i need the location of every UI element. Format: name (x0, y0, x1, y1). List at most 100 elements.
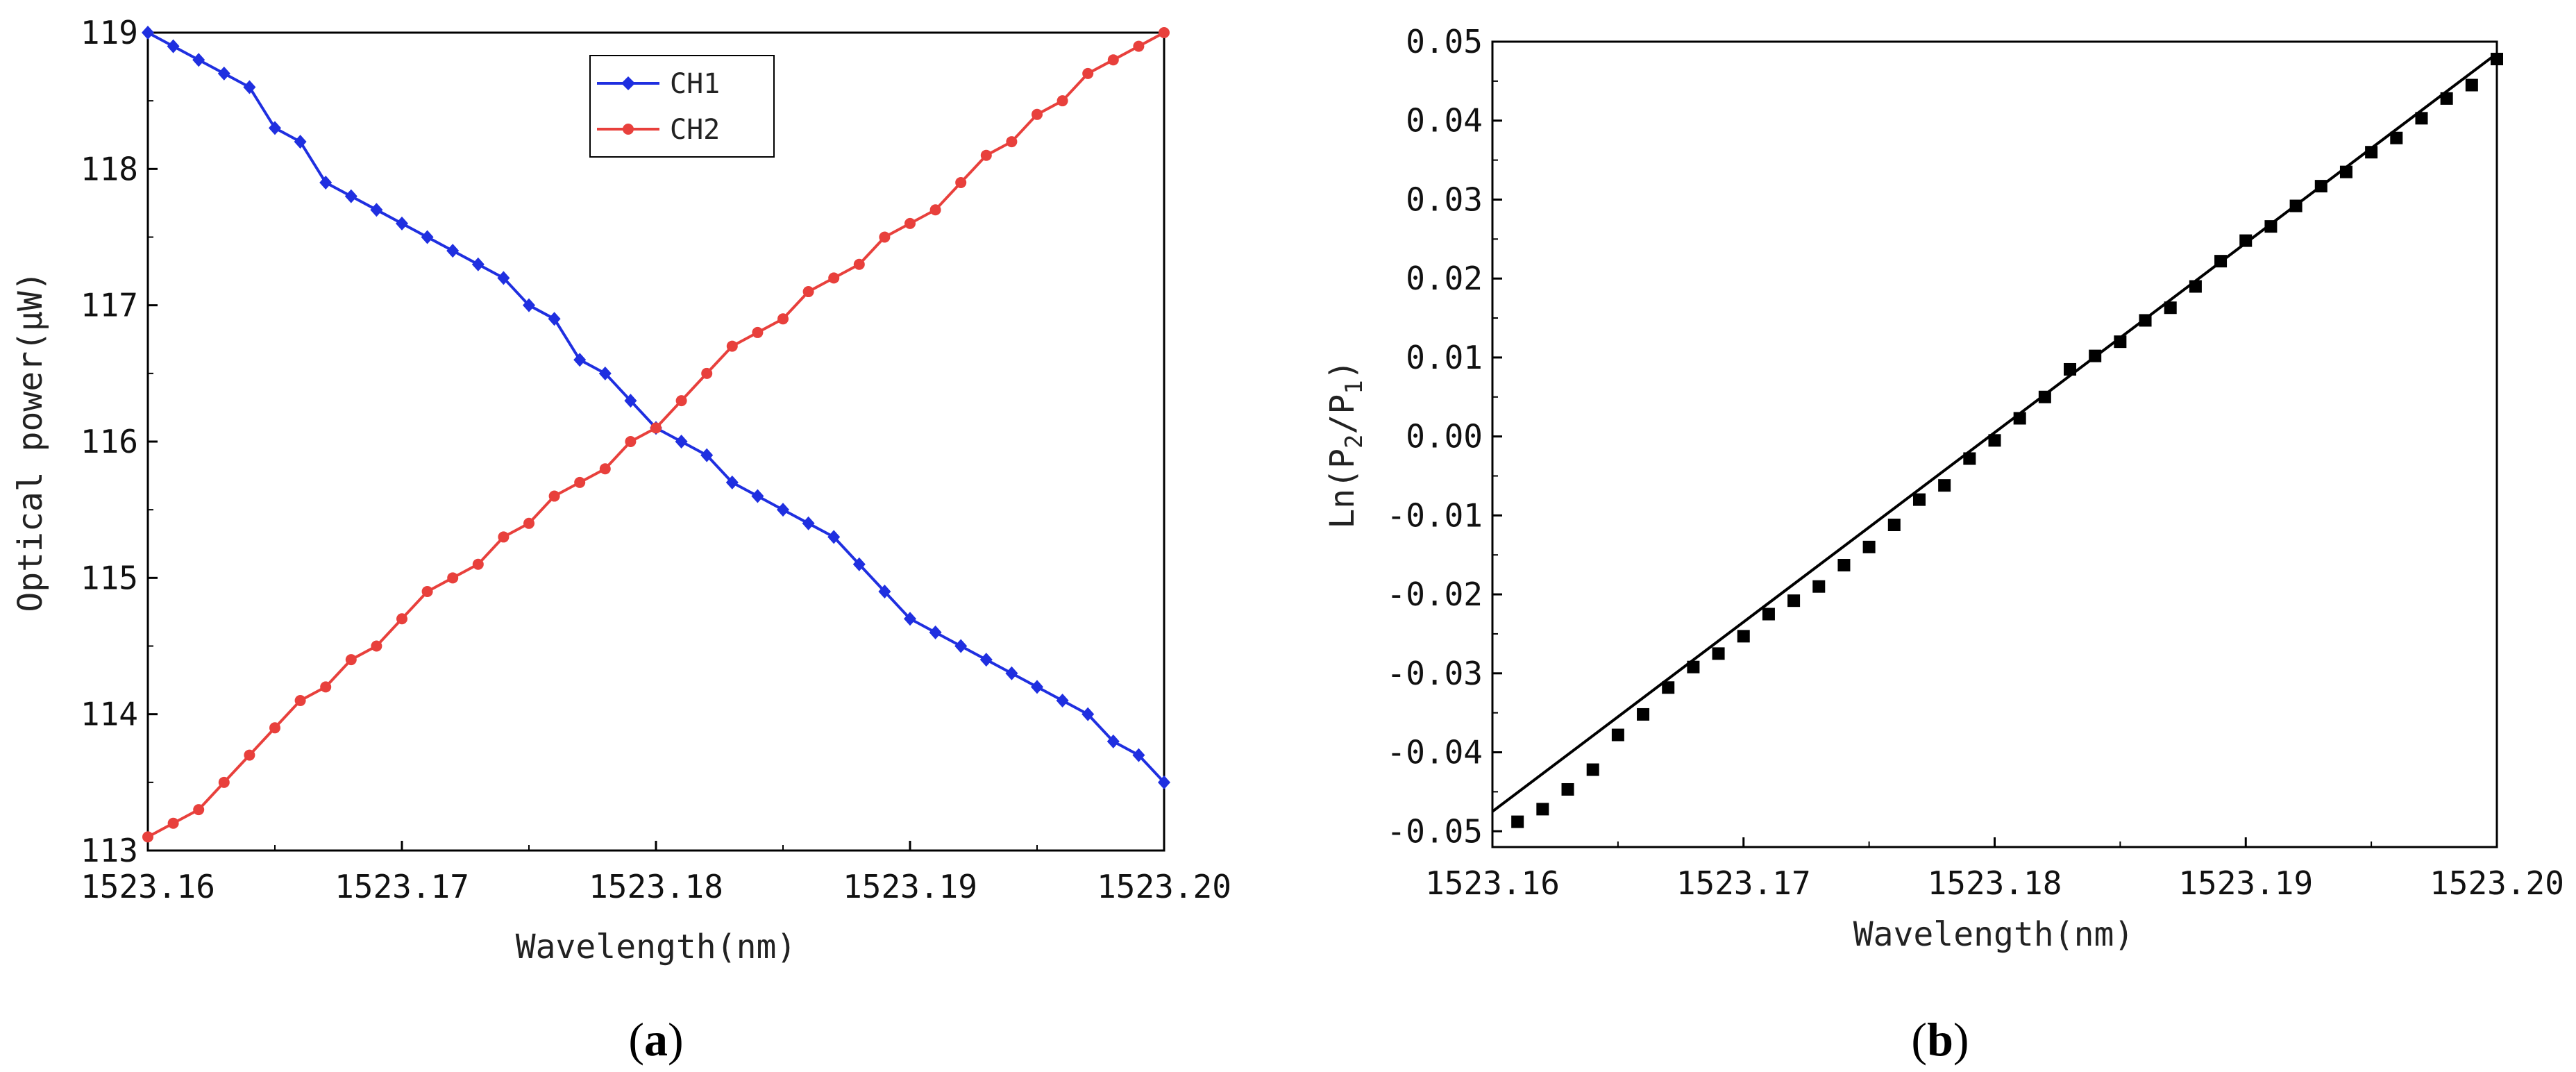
data-point-ch2 (599, 463, 611, 475)
data-point-ch1 (954, 639, 968, 653)
scatter-point (1862, 540, 1876, 553)
scatter-point (1787, 594, 1801, 608)
scatter-point (2038, 390, 2051, 403)
data-point-ch2 (523, 517, 534, 529)
data-point-ch2 (853, 258, 865, 270)
data-point-ch1 (1031, 680, 1043, 694)
scatter-point (2013, 412, 2026, 425)
panel-a-series (142, 26, 1170, 843)
y-tick-label: 114 (81, 696, 138, 733)
legend-ch1-marker (621, 76, 635, 90)
x-tick-label: 1523.17 (1676, 864, 1811, 902)
x-tick-label: 1523.17 (335, 868, 469, 905)
data-point-ch1 (497, 271, 510, 285)
scatter-point (1637, 707, 1650, 721)
panel-a-tick-labels: 1523.16 1523.17 1523.18 1523.19 1523.20 113 11… (81, 14, 1231, 905)
scatter-point (2264, 220, 2278, 233)
scatter-point (1812, 580, 1826, 593)
scatter-point (2189, 280, 2202, 293)
data-point-ch1 (446, 244, 460, 258)
data-point-ch1 (852, 557, 866, 571)
data-point-ch1 (421, 230, 434, 244)
data-point-ch1 (548, 312, 561, 326)
data-point-ch1 (1106, 734, 1120, 748)
data-point-ch2 (929, 204, 941, 216)
data-point-ch2 (625, 436, 637, 447)
y-tick-label: -0.03 (1387, 655, 1483, 692)
y-tick-label: -0.01 (1387, 496, 1483, 534)
scatter-point (2365, 146, 2378, 159)
data-point-ch1 (294, 135, 307, 149)
data-point-ch2 (777, 313, 789, 325)
data-point-ch2 (1032, 108, 1043, 120)
scatter-point (2314, 180, 2327, 193)
scatter-point (1712, 647, 1725, 660)
y-tick-label: 118 (81, 150, 138, 187)
data-point-ch2 (1082, 67, 1094, 79)
scatter-point (1662, 681, 1675, 694)
data-point-ch1 (269, 121, 281, 135)
y-tick-label: 0.04 (1406, 102, 1483, 140)
data-point-ch1 (370, 203, 383, 217)
scatter-point (2214, 255, 2228, 268)
scatter-point (1586, 763, 1599, 776)
data-point-ch1 (777, 503, 789, 517)
data-point-ch1 (573, 353, 587, 367)
data-point-ch2 (1159, 27, 1170, 38)
y-tick-label: 116 (81, 423, 138, 460)
data-point-ch1 (878, 584, 891, 598)
data-point-ch1 (598, 366, 612, 380)
x-tick-label: 1523.19 (2178, 864, 2313, 902)
data-point-ch2 (472, 558, 484, 570)
data-point-ch1 (624, 394, 637, 408)
data-point-ch1 (243, 80, 256, 94)
data-point-ch1 (1056, 694, 1069, 708)
scatter-point (1988, 434, 2001, 447)
y-tick-label: 0.05 (1406, 23, 1483, 60)
data-point-ch2 (396, 613, 407, 625)
data-point-ch1 (904, 612, 916, 626)
scatter-point (1912, 493, 1926, 506)
scatter-point (2089, 349, 2102, 362)
data-point-ch1 (725, 475, 739, 489)
data-point-ch1 (700, 448, 714, 462)
data-point-ch2 (345, 654, 357, 666)
scatter-point (2390, 131, 2403, 144)
panel-b-scatter-chart: 1523.16 1523.17 1523.18 1523.19 1523.20 -0.05… (1323, 23, 2564, 1066)
x-tick-label: 1523.18 (1928, 864, 2062, 902)
data-point-ch2 (1057, 95, 1068, 107)
scatter-point (1536, 803, 1549, 816)
y-tick-label: -0.05 (1387, 812, 1483, 850)
data-point-ch2 (193, 804, 205, 816)
scatter-point (1837, 559, 1851, 571)
data-point-ch2 (548, 490, 560, 502)
data-point-ch1 (1158, 775, 1170, 789)
data-point-ch2 (726, 340, 738, 352)
panel-b-fit-line (1491, 52, 2498, 813)
scatter-point (2440, 92, 2453, 105)
x-tick-label: 1523.16 (1425, 864, 1560, 902)
data-point-ch2 (1006, 136, 1018, 148)
data-point-ch2 (447, 572, 459, 584)
panel-b-caption: (b) (1911, 1013, 1969, 1066)
scatter-point (2339, 165, 2352, 178)
panel-b-x-axis-title: Wavelength(nm) (1853, 915, 2135, 954)
y-tick-label: -0.04 (1387, 734, 1483, 771)
data-point-ch2 (650, 422, 662, 434)
data-point-ch2 (421, 585, 433, 597)
data-point-ch2 (879, 231, 891, 243)
scatter-point (1511, 815, 1524, 828)
data-point-ch1 (675, 435, 688, 449)
scatter-point (1561, 782, 1574, 796)
data-point-ch1 (751, 489, 764, 503)
scatter-point (1938, 479, 1951, 492)
panel-a-legend: CH1 CH2 (589, 55, 775, 158)
data-point-ch1 (319, 175, 332, 190)
data-point-ch1 (192, 53, 205, 67)
data-point-ch1 (802, 516, 815, 530)
data-point-ch2 (1133, 40, 1145, 52)
y-tick-label: 119 (81, 14, 138, 51)
data-point-ch1 (1132, 748, 1145, 762)
y-tick-label: 0.00 (1406, 418, 1483, 455)
